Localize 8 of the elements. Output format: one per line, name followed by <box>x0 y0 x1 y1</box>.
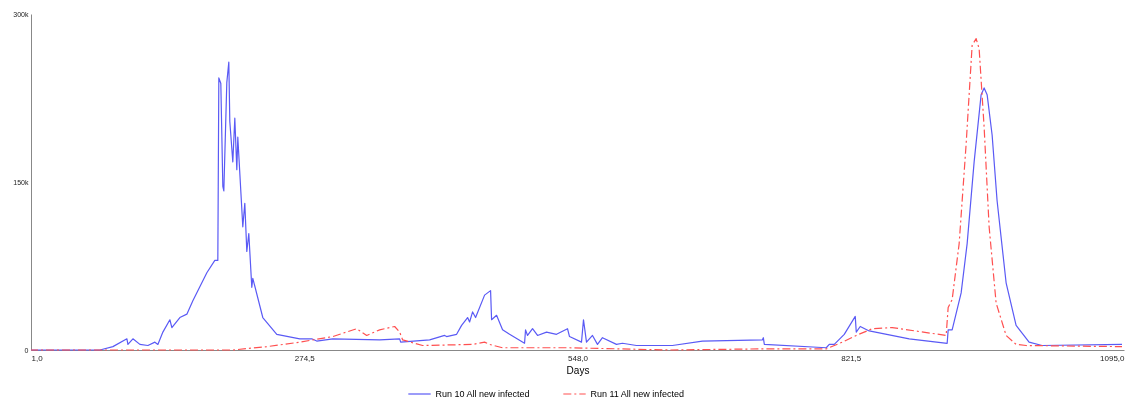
x-axis-title: Days <box>566 364 590 376</box>
x-tick-label: 1095,0 <box>1100 353 1126 363</box>
legend-label: Run 11 All new infected <box>590 389 684 399</box>
x-tick-label: 274,5 <box>294 353 316 363</box>
x-tick-label: 1,0 <box>31 353 44 363</box>
x-tick-label: 548,0 <box>567 353 589 363</box>
x-tick-label: 821,5 <box>841 353 862 363</box>
legend-label: Run 10 All new infected <box>435 389 530 399</box>
